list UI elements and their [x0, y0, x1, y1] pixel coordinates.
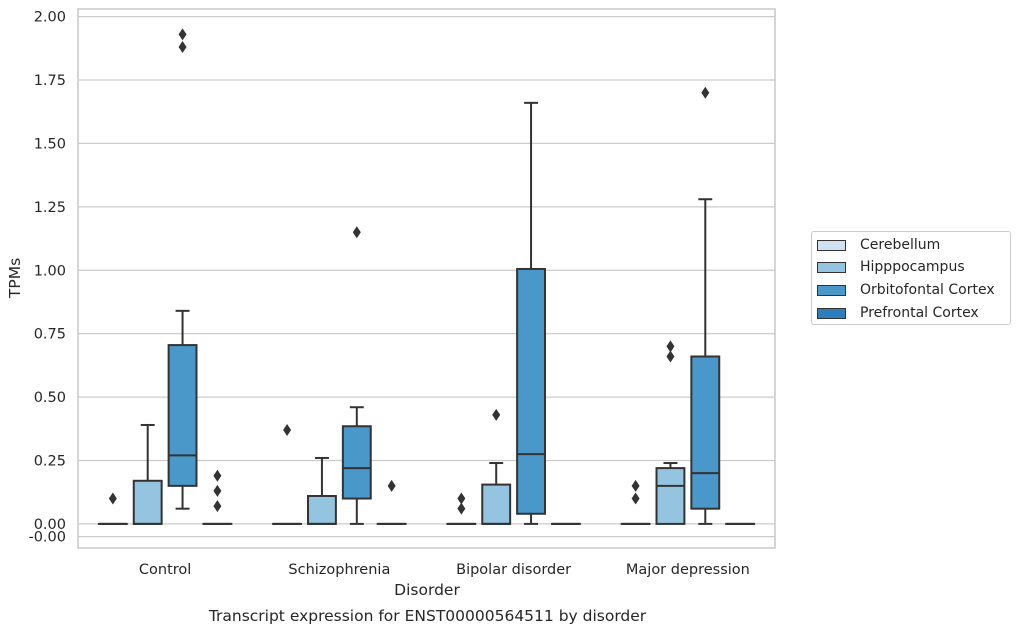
box-orbitofontal-cortex	[167, 28, 198, 510]
plot-marks	[97, 28, 756, 525]
outlier-point	[701, 86, 710, 99]
box-prefrontal-cortex	[376, 479, 407, 525]
outlier-point	[387, 479, 396, 492]
box-iqr	[481, 483, 512, 525]
figure-caption: Transcript expression for ENST0000056451…	[208, 607, 647, 625]
box-hipppocampus	[307, 456, 337, 525]
y-tick-label: 0.75	[34, 327, 66, 343]
outlier-point	[666, 350, 675, 363]
y-axis-label: TPMs	[6, 258, 24, 299]
plot-frame	[77, 8, 776, 549]
outlier-point	[352, 226, 361, 239]
legend-label-cerebellum: Cerebellum	[860, 237, 941, 253]
legend-item-hippocampus: Hipppocampus	[817, 257, 965, 277]
legend: Cerebellum Hipppocampus Orbitofontal Cor…	[811, 231, 1011, 325]
box-cerebellum	[272, 424, 303, 525]
outlier-point	[108, 492, 117, 505]
y-tick-label: 0.50	[34, 390, 66, 406]
x-axis-label: Disorder	[394, 581, 460, 599]
box-cerebellum	[97, 492, 128, 525]
box-orbitofontal-cortex	[690, 86, 721, 525]
box-orbitofontal-cortex	[516, 101, 546, 525]
y-tick-label: 1.75	[34, 73, 66, 89]
y-tick-label: 1.50	[34, 136, 66, 152]
outlier-point	[457, 502, 466, 515]
legend-swatch-prefrontal-cortex	[817, 307, 846, 319]
box-iqr	[516, 267, 546, 515]
outlier-point	[213, 500, 222, 513]
box-orbitofontal-cortex	[341, 226, 372, 525]
x-tick-label: Bipolar disorder	[456, 562, 571, 578]
outlier-point	[631, 479, 640, 492]
outlier-point	[666, 340, 675, 353]
box-hipppocampus	[655, 340, 686, 525]
legend-swatch-hippocampus	[817, 261, 846, 273]
outlier-point	[283, 424, 292, 437]
outlier-point	[178, 28, 187, 41]
box-cerebellum	[620, 479, 651, 525]
box-hipppocampus	[132, 423, 163, 525]
box-iqr	[655, 467, 686, 525]
legend-label-prefrontal-cortex: Prefrontal Cortex	[860, 305, 979, 321]
box-hipppocampus	[481, 408, 512, 525]
y-tick-label: 2.00	[34, 10, 66, 26]
box-prefrontal-cortex	[202, 469, 233, 525]
box-cerebellum	[446, 492, 477, 525]
outlier-point	[178, 41, 187, 54]
legend-swatch-cerebellum	[817, 239, 846, 251]
x-tick-label: Schizophrenia	[288, 562, 390, 578]
outlier-point	[492, 408, 501, 421]
legend-label-orbitofrontal-cortex: Orbitofontal Cortex	[860, 282, 995, 298]
y-tick-label: -0.00	[28, 530, 66, 546]
box-iqr	[167, 344, 198, 487]
outlier-point	[213, 484, 222, 497]
y-tick-label: 0.25	[34, 453, 66, 469]
legend-item-orbitofrontal-cortex: Orbitofontal Cortex	[817, 280, 995, 300]
y-tick-label: 1.25	[34, 200, 66, 216]
legend-item-cerebellum: Cerebellum	[817, 235, 940, 255]
legend-item-prefrontal-cortex: Prefrontal Cortex	[817, 303, 979, 323]
x-tick-label: Major depression	[626, 562, 750, 578]
legend-label-hippocampus: Hipppocampus	[860, 259, 965, 275]
box-iqr	[307, 495, 337, 525]
legend-swatch-orbitofrontal-cortex	[817, 284, 846, 296]
box-iqr	[132, 479, 163, 525]
outlier-point	[213, 469, 222, 482]
outlier-point	[457, 492, 466, 505]
axis-ticks: 2.00 1.75 1.50 1.25 1.00 0.75 0.50 0.25 0.00-0.0…	[28, 10, 749, 578]
x-tick-label: Control	[139, 562, 191, 578]
y-tick-label: 0.00	[34, 517, 66, 533]
box-iqr	[690, 355, 721, 510]
box-iqr	[341, 425, 372, 500]
y-tick-label: 1.00	[34, 263, 66, 279]
plot-border	[77, 8, 776, 549]
outlier-point	[631, 492, 640, 505]
